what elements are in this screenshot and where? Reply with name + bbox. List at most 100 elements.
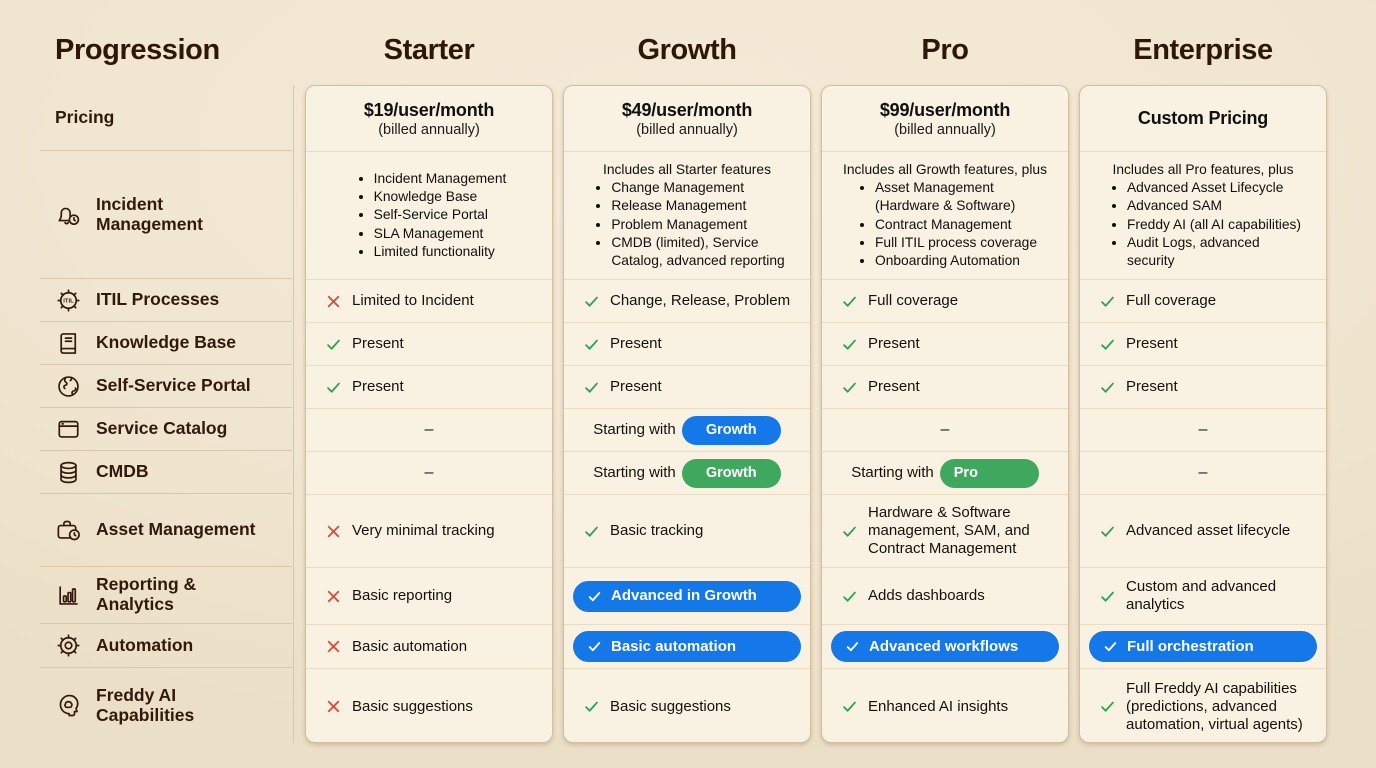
check-icon (843, 591, 856, 602)
growth-badge-pill: Growth (681, 415, 781, 445)
includes-list: Incident Management Knowledge Base Self-… (352, 170, 507, 260)
includes-item: Audit Logs, advanced security (1127, 234, 1301, 270)
row-label-text: Service Catalog (96, 418, 228, 439)
starter-itil-cell: Limited to Incident (306, 279, 552, 322)
full-orchestration-pill: Full orchestration (1089, 631, 1317, 662)
billing-note: (billed annually) (636, 121, 738, 138)
pro-asset-cell: Hardware & Software management, SAM, and… (822, 494, 1068, 567)
includes-item: Limited functionality (374, 243, 507, 261)
starter-freddy-cell: Basic suggestions (306, 668, 552, 742)
starting-with-text: Starting with (593, 421, 676, 438)
feature-value: Basic tracking (610, 522, 704, 539)
pro-self-service-cell: Present (822, 365, 1068, 408)
feature-value: Full coverage (1126, 292, 1217, 309)
starter-reporting-cell: Basic reporting (306, 567, 552, 624)
row-label-pricing: Pricing (40, 85, 292, 150)
includes-item: Knowledge Base (374, 188, 507, 206)
starter-includes-cell: Incident Management Knowledge Base Self-… (306, 151, 552, 279)
pill-label: Advanced in Growth (611, 587, 757, 604)
row-label-automation: Automation (40, 623, 292, 667)
growth-service-catalog-cell: Starting with Growth (564, 408, 810, 451)
advanced-workflows-pill: Advanced workflows (831, 631, 1059, 662)
enterprise-cmdb-cell: – (1080, 451, 1326, 494)
check-icon (1104, 642, 1117, 652)
check-icon (588, 591, 601, 601)
feature-value: Hardware & Software management, SAM, and… (868, 504, 1030, 557)
feature-labels-column: Pricing Incident Management ITIL ITIL Pr… (40, 85, 292, 743)
pro-knowledge-base-cell: Present (822, 322, 1068, 365)
includes-list: Advanced Asset Lifecycle Advanced SAM Fr… (1105, 179, 1301, 269)
row-label-text: Self-Service Portal (96, 375, 251, 396)
cross-icon (327, 525, 340, 537)
enterprise-service-catalog-cell: – (1080, 408, 1326, 451)
feature-value: Basic suggestions (352, 697, 473, 715)
check-icon (585, 701, 598, 712)
feature-value: Adds dashboards (868, 587, 985, 604)
itil-gear-icon: ITIL (57, 288, 80, 312)
row-label-text: Knowledge Base (96, 332, 237, 353)
price-text: Custom Pricing (1137, 107, 1269, 128)
enterprise-plan-card: Custom Pricing Includes all Pro features… (1079, 85, 1327, 743)
check-icon (585, 296, 598, 307)
starter-service-catalog-cell: – (306, 408, 552, 451)
includes-item: Full ITIL process coverage (875, 234, 1037, 252)
billing-note: (billed annually) (894, 121, 996, 138)
gear-icon (57, 634, 80, 657)
growth-self-service-cell: Present (564, 365, 810, 408)
check-icon (843, 701, 856, 712)
price-text: $19/user/month (363, 99, 495, 120)
growth-asset-cell: Basic tracking (564, 494, 810, 567)
row-label-freddy-ai: Freddy AI Capabilities (40, 667, 292, 743)
growth-pricing-cell: $49/user/month (billed annually) (564, 86, 810, 151)
plan-title-starter: Starter (383, 34, 475, 66)
row-label-service-catalog: Service Catalog (40, 407, 292, 450)
feature-value: Present (868, 378, 920, 395)
feature-value: Enhanced AI insights (868, 697, 1009, 715)
feature-value: Present (1126, 335, 1178, 352)
price-text: $49/user/month (621, 99, 753, 120)
enterprise-pricing-cell: Custom Pricing (1080, 86, 1326, 151)
feature-value: Limited to Incident (352, 292, 474, 309)
growth-cmdb-cell: Starting with Growth (564, 451, 810, 494)
basic-automation-pill: Basic automation (573, 631, 801, 662)
includes-item: Problem Management (611, 216, 784, 234)
not-available-dash: – (1198, 421, 1208, 439)
pill-label: Basic automation (611, 637, 737, 655)
starting-with-text: Starting with (851, 464, 934, 481)
pro-includes-cell: Includes all Growth features, plus Asset… (822, 151, 1068, 279)
starter-cmdb-cell: – (306, 451, 552, 494)
row-label-text: Reporting & Analytics (96, 574, 197, 614)
includes-item: Self-Service Portal (374, 206, 507, 224)
row-label-text: ITIL Processes (96, 289, 220, 310)
progression-title: Progression (55, 34, 220, 66)
pro-service-catalog-cell: – (822, 408, 1068, 451)
includes-lead: Includes all Growth features, plus (843, 162, 1047, 178)
includes-item: SLA Management (374, 225, 507, 243)
check-icon (843, 382, 856, 393)
growth-itil-cell: Change, Release, Problem (564, 279, 810, 322)
feature-value: Advanced asset lifecycle (1126, 522, 1291, 539)
check-icon (846, 642, 859, 652)
svg-text:ITIL: ITIL (63, 298, 74, 304)
pro-automation-cell: Advanced workflows (822, 624, 1068, 668)
check-icon (1101, 591, 1114, 602)
globe-icon (58, 375, 79, 397)
starter-asset-cell: Very minimal tracking (306, 494, 552, 567)
not-available-dash: – (1198, 464, 1208, 482)
starter-plan-card: $19/user/month (billed annually) Inciden… (305, 85, 553, 743)
pro-pricing-cell: $99/user/month (billed annually) (822, 86, 1068, 151)
check-icon (588, 642, 601, 652)
row-label-reporting-analytics: Reporting & Analytics (40, 566, 292, 623)
check-icon (327, 382, 340, 393)
includes-list: Change Management Release Management Pro… (589, 179, 784, 269)
growth-automation-cell: Basic automation (564, 624, 810, 668)
price-text: $99/user/month (879, 99, 1011, 120)
plan-title-growth: Growth (637, 34, 737, 66)
check-icon (585, 382, 598, 393)
row-label-text: Automation (96, 634, 194, 655)
book-icon (60, 332, 77, 354)
cross-icon (327, 295, 340, 307)
includes-lead: Includes all Starter features (603, 162, 771, 178)
cross-icon (327, 640, 340, 653)
